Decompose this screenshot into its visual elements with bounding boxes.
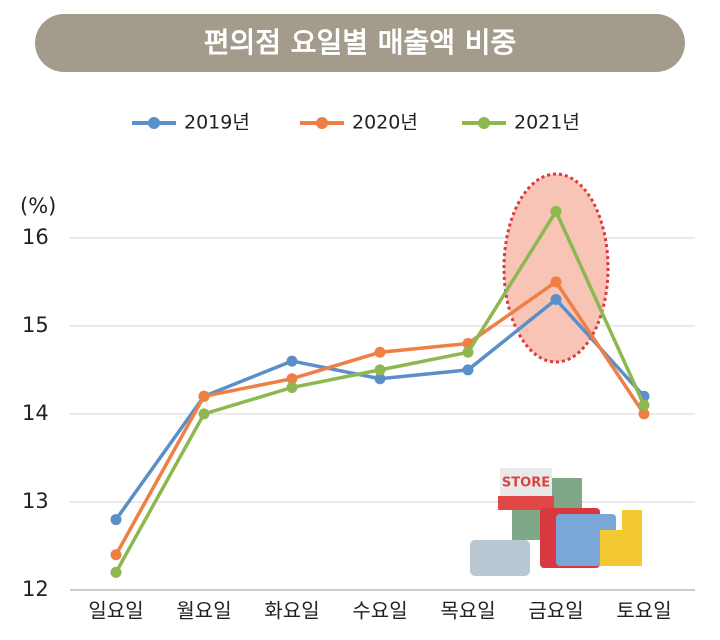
x-tick-label: 토요일 (616, 599, 671, 623)
data-point (110, 549, 122, 561)
data-point (198, 408, 210, 420)
data-point (550, 205, 562, 217)
data-point (286, 355, 298, 367)
data-point (198, 390, 210, 402)
data-point (550, 276, 562, 288)
data-point (110, 514, 122, 526)
data-point (110, 566, 122, 578)
legend-label: 2020년 (352, 112, 418, 134)
legend-label: 2021년 (514, 112, 580, 134)
title-banner (35, 14, 685, 72)
data-point (286, 373, 298, 385)
legend-label: 2019년 (184, 112, 250, 134)
y-tick-label: 14 (22, 401, 49, 425)
data-point (462, 346, 474, 358)
svg-text:STORE: STORE (502, 476, 550, 491)
data-point (374, 373, 386, 385)
legend-marker (316, 117, 328, 129)
x-tick-label: 목요일 (440, 599, 495, 623)
data-point (374, 346, 386, 358)
data-point (374, 364, 386, 376)
y-tick-label: 16 (22, 225, 49, 249)
chart-title: 편의점 요일별 매출액 비중 (204, 26, 517, 59)
x-tick-label: 일요일 (88, 599, 143, 623)
y-tick-label: 13 (22, 489, 49, 513)
data-point (286, 382, 298, 393)
highlight (502, 172, 610, 364)
data-point (462, 364, 474, 376)
y-tick-label: 15 (22, 313, 49, 337)
data-point (638, 408, 650, 420)
x-tick-label: 월요일 (176, 599, 231, 623)
y-axis-label: (%) (20, 194, 56, 218)
data-point (550, 293, 562, 305)
x-tick-label: 수요일 (352, 599, 407, 623)
x-tick-label: 금요일 (528, 599, 583, 623)
y-tick-label: 12 (22, 577, 49, 601)
x-tick-label: 화요일 (264, 599, 319, 623)
data-point (638, 399, 650, 411)
store-illustration: STORE (470, 468, 642, 576)
legend-marker (148, 117, 160, 129)
legend-marker (478, 117, 490, 129)
